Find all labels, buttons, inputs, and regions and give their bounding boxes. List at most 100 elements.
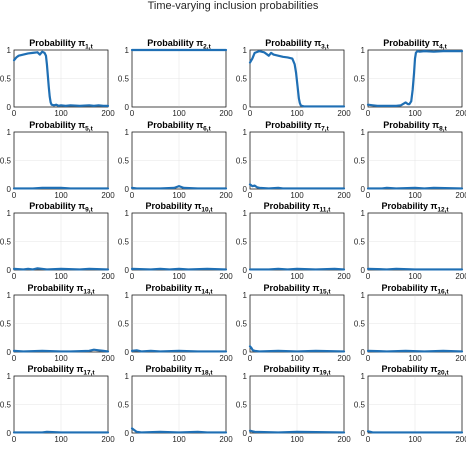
panel-9-line (12, 267, 110, 271)
panel-20-xtick: 200 (455, 435, 466, 444)
panel-10-xtick: 200 (219, 272, 233, 281)
panel-15-xtick: 100 (290, 354, 304, 363)
panel-6-ytick: 0.5 (118, 157, 130, 166)
panel-3-xtick: 200 (337, 109, 351, 118)
panel-8-xtick: 0 (366, 191, 371, 200)
panel-6-line (130, 185, 228, 190)
panel-15-ytick: 1 (243, 291, 248, 300)
panel-7-ytick: 0 (243, 185, 248, 194)
panel-3-frame (249, 49, 345, 108)
panel-3: 0 100 200 0 0.5 1 Probability π3,t (236, 38, 351, 118)
panel-18-xtick: 200 (219, 435, 233, 444)
panel-12-xtick: 100 (408, 272, 422, 281)
panel-13-title: Probability π13,t (27, 283, 95, 296)
panel-10-line (130, 267, 228, 271)
panel-20-ytick: 1 (361, 372, 366, 381)
panel-16-title: Probability π16,t (381, 283, 449, 296)
panel-10-xtick: 0 (130, 272, 135, 281)
panel-11-xtick: 100 (290, 272, 304, 281)
panel-14-line (130, 349, 228, 353)
panel-2-xtick: 100 (172, 109, 186, 118)
panel-2-xtick: 0 (130, 109, 135, 118)
panel-14-ytick: 0.5 (118, 320, 130, 329)
panel-19: 0 100 200 0 0.5 1 Probability π19,t (236, 364, 351, 444)
panel-5-frame (13, 131, 109, 190)
panel-13-xtick: 100 (54, 354, 68, 363)
panel-6-xtick: 0 (130, 191, 135, 200)
panel-7-title: Probability π7,t (265, 120, 329, 133)
panel-14-xtick: 200 (219, 354, 233, 363)
panel-17: 0 100 200 0 0.5 1 Probability π17,t (0, 364, 115, 444)
panel-12-title: Probability π12,t (381, 201, 449, 214)
panel-15: 0 100 200 0 0.5 1 Probability π15,t (236, 283, 351, 363)
panel-3-xtick: 100 (290, 109, 304, 118)
panel-14-xtick: 100 (172, 354, 186, 363)
panel-1-title: Probability π1,t (29, 38, 93, 51)
panel-8-xtick: 200 (455, 191, 466, 200)
panel-1-ytick: 0.5 (0, 75, 12, 84)
panel-2: 0 100 200 0 0.5 1 Probability π2,t (118, 38, 233, 118)
panel-4-ytick: 1 (361, 46, 366, 55)
panel-5-ytick: 1 (7, 128, 12, 137)
panel-13-xtick: 200 (101, 354, 115, 363)
panel-17-ytick: 0 (7, 429, 12, 438)
panel-4-xtick: 200 (455, 109, 466, 118)
panel-11-frame (249, 212, 345, 271)
panel-7-ytick: 0.5 (236, 157, 248, 166)
panel-2-ytick: 0.5 (118, 75, 130, 84)
panel-1-xtick: 200 (101, 109, 115, 118)
panel-7-ytick: 1 (243, 128, 248, 137)
panel-9-ytick: 0 (7, 266, 12, 275)
panel-20-title: Probability π20,t (381, 364, 449, 377)
panel-11-ytick: 0.5 (236, 238, 248, 247)
panel-19-xtick: 200 (337, 435, 351, 444)
panel-19-xtick: 100 (290, 435, 304, 444)
panel-15-xtick: 200 (337, 354, 351, 363)
panel-10-ytick: 0.5 (118, 238, 130, 247)
panel-20-ytick: 0.5 (354, 401, 366, 410)
panel-11-title: Probability π11,t (264, 201, 332, 214)
panel-9-xtick: 100 (54, 272, 68, 281)
panel-14-ytick: 0 (125, 348, 130, 357)
panel-17-xtick: 200 (101, 435, 115, 444)
panel-9-frame (13, 212, 109, 271)
panel-1-ytick: 1 (7, 46, 12, 55)
panel-13-line (12, 348, 110, 353)
figure-title: Time-varying inclusion probabilities (148, 0, 319, 12)
panel-7-xtick: 200 (337, 191, 351, 200)
panel-20-xtick: 100 (408, 435, 422, 444)
panel-3-title: Probability π3,t (265, 38, 329, 51)
panel-5-title: Probability π5,t (29, 120, 93, 133)
panel-14: 0 100 200 0 0.5 1 Probability π14,t (118, 283, 233, 363)
panel-16-xtick: 100 (408, 354, 422, 363)
panel-5-xtick: 0 (12, 191, 17, 200)
panel-15-ytick: 0.5 (236, 320, 248, 329)
panel-6-ytick: 1 (125, 128, 130, 137)
panel-16-xtick: 200 (455, 354, 466, 363)
panel-15-title: Probability π15,t (263, 283, 331, 296)
panel-18-ytick: 1 (125, 372, 130, 381)
panel-5-line (12, 186, 110, 190)
panel-9-ytick: 0.5 (0, 238, 12, 247)
panel-2-xtick: 200 (219, 109, 233, 118)
panel-14-title: Probability π14,t (145, 283, 213, 296)
panel-7-xtick: 0 (248, 191, 253, 200)
panel-19-ytick: 1 (243, 372, 248, 381)
panel-10-xtick: 100 (172, 272, 186, 281)
panel-18-xtick: 0 (130, 435, 135, 444)
panel-10-title: Probability π10,t (145, 201, 213, 214)
panel-9: 0 100 200 0 0.5 1 Probability π9,t (0, 201, 115, 281)
panel-17-xtick: 100 (54, 435, 68, 444)
panel-13-ytick: 1 (7, 291, 12, 300)
panel-18-title: Probability π18,t (145, 364, 213, 377)
panel-11-ytick: 0 (243, 266, 248, 275)
panel-18-ytick: 0 (125, 429, 130, 438)
panel-13: 0 100 200 0 0.5 1 Probability π13,t (0, 283, 115, 363)
panel-13-ytick: 0 (7, 348, 12, 357)
panel-16-line (366, 349, 464, 353)
panel-14-ytick: 1 (125, 291, 130, 300)
panel-6-title: Probability π6,t (147, 120, 211, 133)
panel-16-ytick: 1 (361, 291, 366, 300)
panel-4-xtick: 100 (408, 109, 422, 118)
